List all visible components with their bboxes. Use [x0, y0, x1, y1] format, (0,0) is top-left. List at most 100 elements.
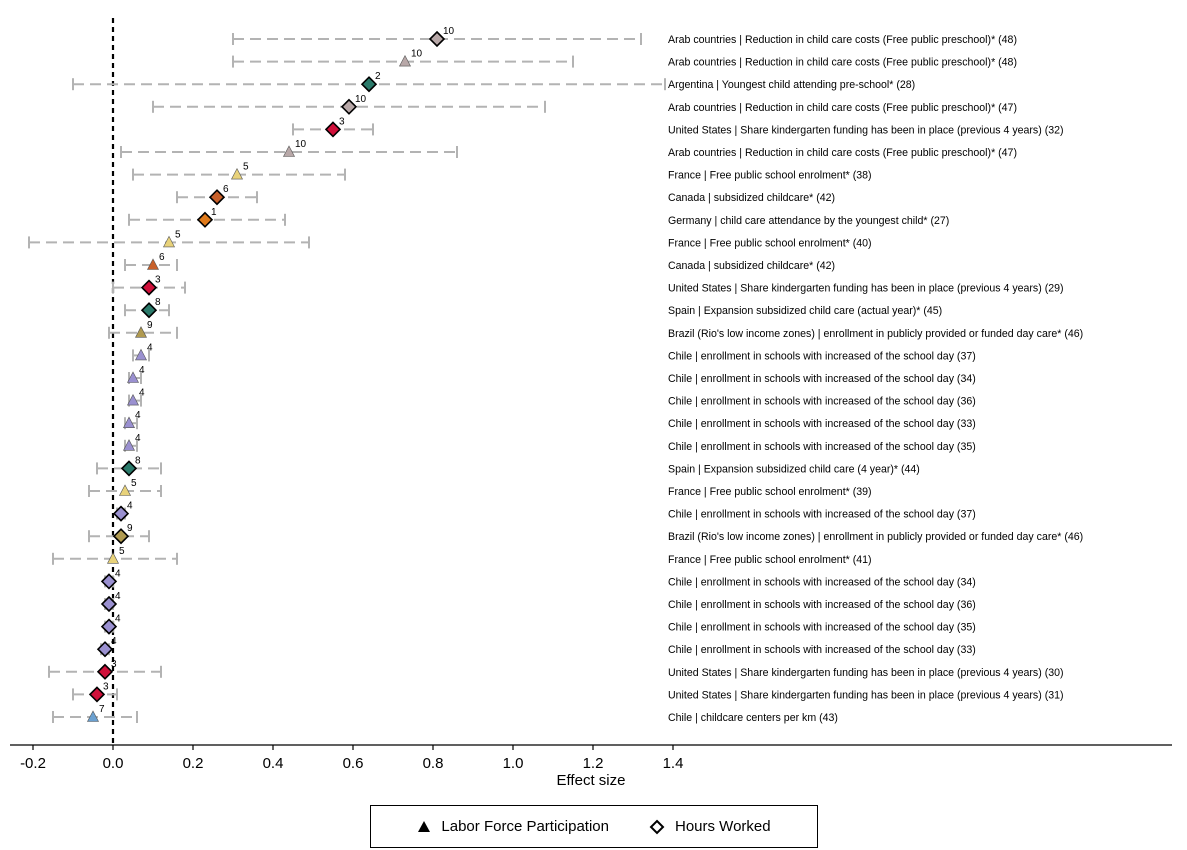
x-tick-label: 1.2 — [583, 755, 604, 772]
study-label: France | Free public school enrolment* (… — [668, 554, 872, 566]
category-tag-label: 3 — [111, 659, 117, 670]
hours-worked-point — [100, 618, 118, 635]
x-tick-label: 0.8 — [423, 755, 444, 772]
study-label: Chile | enrollment in schools with incre… — [668, 350, 976, 362]
hours-worked-point — [112, 528, 130, 545]
study-label: Chile | enrollment in schools with incre… — [668, 396, 976, 408]
hours-worked-point — [340, 98, 358, 115]
study-label: Chile | enrollment in schools with incre… — [668, 576, 976, 588]
study-row: 5 France | Free public school enrolment* … — [132, 162, 872, 182]
study-label: Spain | Expansion subsidized child care … — [668, 463, 920, 475]
category-tag-label: 4 — [139, 388, 145, 399]
hours-worked-point — [324, 121, 342, 138]
study-row: 4 Chile | enrollment in schools with incr… — [123, 433, 976, 453]
study-label: Arab countries | Reduction in child care… — [668, 34, 1017, 46]
labor-force-point — [163, 235, 175, 248]
study-row: 2 Argentina | Youngest child attending pr… — [72, 71, 915, 93]
study-label: Chile | enrollment in schools with incre… — [668, 622, 976, 634]
category-tag-label: 4 — [139, 365, 145, 376]
x-tick-label: 1.0 — [503, 755, 524, 772]
study-label: Chile | enrollment in schools with incre… — [668, 373, 976, 385]
study-label: Chile | enrollment in schools with incre… — [668, 599, 976, 611]
category-tag-label: 8 — [135, 455, 141, 466]
category-tag-label: 10 — [443, 26, 455, 37]
category-tag-label: 9 — [127, 523, 133, 534]
category-tag-label: 4 — [115, 591, 121, 602]
study-label: Brazil (Rio's low income zones) | enroll… — [668, 328, 1083, 340]
study-row: 3 United States | Share kindergarten fund… — [112, 275, 1064, 296]
study-row: 4 Chile | enrollment in schools with incr… — [96, 636, 976, 658]
category-tag-label: 10 — [355, 94, 367, 105]
category-tag-label: 3 — [103, 681, 109, 692]
category-tag-label: 4 — [115, 614, 121, 625]
labor-force-point — [119, 484, 131, 496]
study-label: Arab countries | Reduction in child care… — [668, 102, 1017, 114]
study-label: Chile | childcare centers per km (43) — [668, 712, 838, 724]
category-tag-label: 7 — [99, 704, 105, 715]
study-row: 4 Chile | enrollment in schools with incr… — [132, 342, 976, 362]
study-label: France | Free public school enrolment* (… — [668, 170, 872, 182]
study-label: France | Free public school enrolment* (… — [668, 237, 872, 249]
study-row: 6 Canada | subsidized childcare* (42) — [176, 184, 835, 206]
study-row: 4 Chile | enrollment in schools with incr… — [112, 501, 976, 522]
study-row: 4 Chile | enrollment in schools with incr… — [100, 591, 976, 613]
category-tag-label: 6 — [159, 252, 165, 263]
legend-label-lfp: Labor Force Participation — [441, 818, 609, 835]
study-row: 8 Spain | Expansion subsidized child care… — [124, 297, 942, 319]
category-tag-label: 3 — [155, 275, 161, 286]
x-tick-label: 0.2 — [183, 755, 204, 772]
category-tag-label: 5 — [119, 546, 125, 557]
study-row: 9 Brazil (Rio's low income zones) | enrol… — [108, 320, 1083, 340]
category-tag-label: 4 — [135, 410, 141, 421]
study-row: 10 Arab countries | Reduction in child ca… — [232, 26, 1017, 48]
category-tag-label: 4 — [147, 342, 153, 353]
study-label: France | Free public school enrolment* (… — [668, 486, 872, 498]
labor-force-point — [135, 326, 147, 338]
legend-label-hours: Hours Worked — [675, 818, 771, 835]
hours-worked-point — [140, 279, 158, 296]
x-tick-label: 0.6 — [343, 755, 364, 772]
category-tag-label: 4 — [127, 501, 133, 512]
hours-worked-point — [96, 663, 114, 680]
legend: Labor Force Participation Hours Worked — [370, 805, 818, 848]
labor-force-point — [123, 416, 135, 429]
study-row: 5 France | Free public school enrolment* … — [28, 229, 872, 249]
study-row: 5 France | Free public school enrolment* … — [88, 478, 872, 498]
study-row: 4 Chile | enrollment in schools with incr… — [100, 568, 976, 590]
hours-worked-point — [100, 595, 118, 613]
study-row: 8 Spain | Expansion subsidized child care… — [96, 455, 920, 477]
hours-worked-point — [88, 686, 106, 703]
category-tag-label: 5 — [243, 162, 249, 173]
labor-force-point — [107, 552, 119, 564]
study-row: 4 Chile | enrollment in schools with incr… — [100, 614, 976, 635]
legend-item-hours: Hours Worked — [649, 818, 771, 835]
category-tag-label: 6 — [223, 184, 229, 195]
x-axis-title: Effect size — [557, 772, 626, 789]
labor-force-point — [127, 393, 139, 406]
study-row: 4 Chile | enrollment in schools with incr… — [123, 410, 976, 430]
x-tick-label: 0.4 — [263, 755, 284, 772]
x-tick-label: -0.2 — [20, 755, 46, 772]
study-row: 1 Germany | child care attendance by the … — [128, 207, 949, 228]
category-tag-label: 4 — [115, 568, 121, 579]
hours-worked-point — [196, 211, 214, 228]
study-row: 3 United States | Share kindergarten fund… — [72, 681, 1064, 703]
study-row: 10 Arab countries | Reduction in child ca… — [152, 94, 1017, 115]
study-label: Canada | subsidized childcare* (42) — [668, 192, 835, 204]
labor-force-point — [87, 710, 99, 722]
study-label: United States | Share kindergarten fundi… — [668, 667, 1064, 679]
study-label: United States | Share kindergarten fundi… — [668, 124, 1064, 136]
study-row: 10 Arab countries | Reduction in child ca… — [120, 139, 1017, 159]
hours-worked-point — [112, 505, 130, 522]
hours-worked-point — [140, 302, 158, 319]
study-row: 7 Chile | childcare centers per km (43) — [52, 704, 838, 724]
diamond-marker-icon — [649, 819, 665, 834]
hours-worked-point — [96, 641, 114, 658]
category-tag-label: 1 — [211, 207, 217, 218]
triangle-marker-icon — [418, 821, 431, 832]
x-tick-label: 1.4 — [663, 755, 684, 772]
study-label: Arab countries | Reduction in child care… — [668, 57, 1017, 69]
study-label: Germany | child care attendance by the y… — [668, 215, 949, 227]
category-tag-label: 5 — [175, 229, 181, 240]
